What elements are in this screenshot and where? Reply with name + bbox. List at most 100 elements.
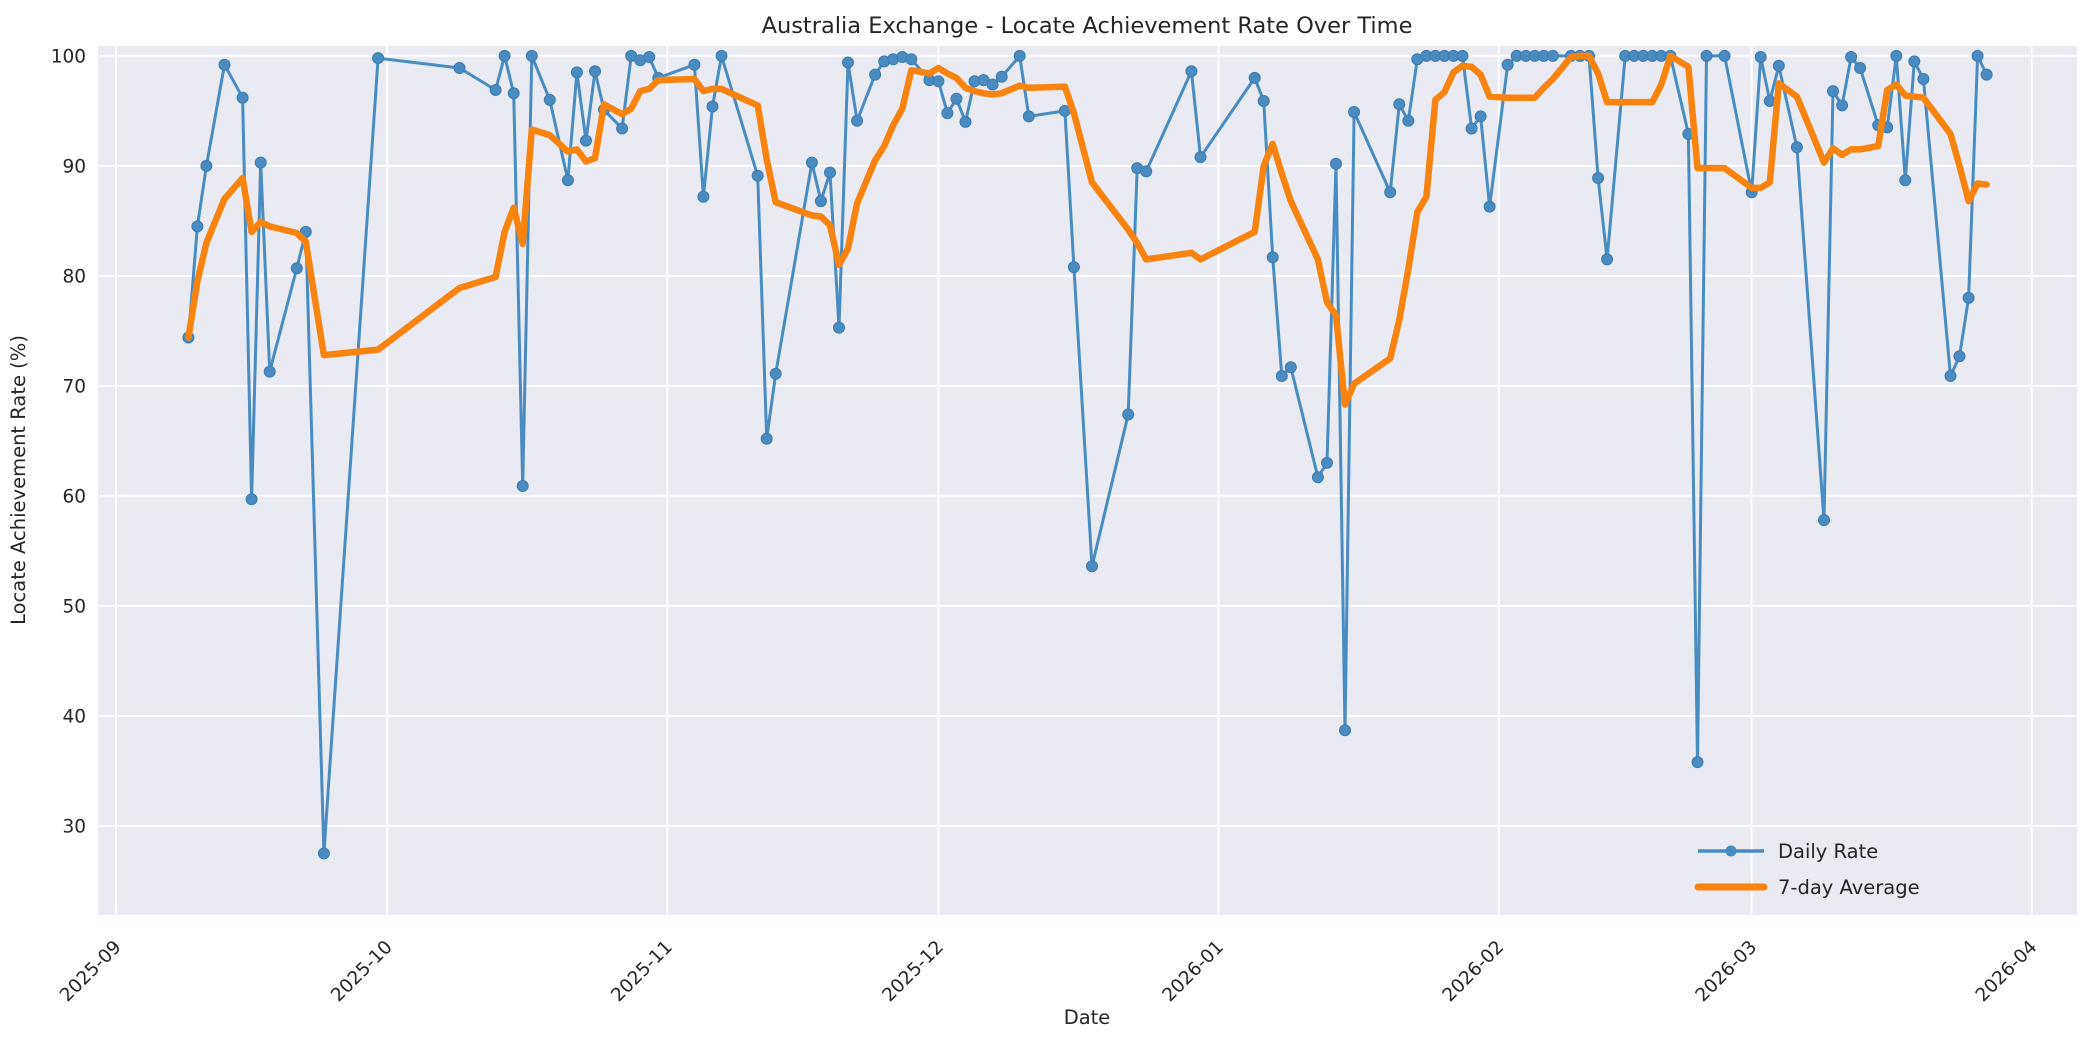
seven-day-average-series bbox=[185, 52, 1990, 408]
data-point-marker bbox=[1854, 62, 1867, 74]
data-point-marker bbox=[1944, 370, 1957, 382]
data-point-marker bbox=[643, 51, 656, 63]
data-point-marker bbox=[1908, 55, 1921, 68]
legend: Daily Rate 7-day Average bbox=[1694, 840, 1920, 899]
x-tick-label: 2025-10 bbox=[327, 937, 397, 1007]
data-point-marker bbox=[1601, 253, 1614, 266]
y-tick-label: 70 bbox=[62, 376, 86, 397]
data-point-marker bbox=[706, 100, 719, 113]
data-point-marker bbox=[1836, 99, 1849, 112]
data-point-marker bbox=[1022, 110, 1035, 123]
data-point-marker bbox=[1266, 251, 1279, 264]
data-point-marker bbox=[317, 847, 330, 860]
data-point-marker bbox=[1899, 174, 1912, 187]
data-point-marker bbox=[498, 49, 511, 62]
y-tick-label: 100 bbox=[51, 46, 86, 67]
daily-rate-legend-marker bbox=[1725, 845, 1737, 857]
data-point-marker bbox=[1483, 200, 1496, 213]
data-point-marker bbox=[589, 65, 601, 78]
data-point-marker bbox=[1754, 51, 1767, 63]
data-point-marker bbox=[1348, 106, 1361, 118]
data-point-marker bbox=[1971, 49, 1984, 62]
data-point-marker bbox=[236, 91, 249, 104]
x-tick-labels: 2025-09 2025-10 2025-11 2025-12 2026-01 2026-… bbox=[56, 937, 2041, 1007]
x-axis-label: Date bbox=[1064, 1006, 1111, 1029]
data-point-marker bbox=[805, 156, 818, 169]
y-tick-label: 80 bbox=[62, 266, 86, 287]
data-point-marker bbox=[1790, 141, 1803, 154]
data-point-marker bbox=[1140, 165, 1153, 178]
data-point-marker bbox=[995, 70, 1008, 83]
data-point-marker bbox=[950, 92, 963, 105]
data-point-marker bbox=[1827, 85, 1839, 98]
data-point-marker bbox=[851, 114, 864, 127]
data-point-marker bbox=[1393, 98, 1406, 111]
data-point-marker bbox=[1818, 514, 1830, 527]
data-point-marker bbox=[751, 169, 764, 182]
y-tick-label: 50 bbox=[62, 596, 86, 617]
x-tick-label: 2026-02 bbox=[1439, 937, 1509, 1007]
y-tick-label: 90 bbox=[62, 156, 86, 177]
x-tick-label: 2025-12 bbox=[878, 937, 948, 1007]
data-point-marker bbox=[941, 107, 954, 120]
data-point-marker bbox=[1691, 756, 1704, 769]
daily-rate-series bbox=[182, 49, 1993, 860]
x-tick-label: 2026-01 bbox=[1159, 937, 1229, 1007]
data-point-marker bbox=[1953, 350, 1966, 363]
data-point-marker bbox=[543, 93, 556, 106]
x-tick-label: 2025-11 bbox=[607, 937, 677, 1007]
data-point-marker bbox=[959, 115, 972, 128]
y-axis-label: Locate Achievement Rate (%) bbox=[7, 335, 30, 625]
data-point-marker bbox=[1330, 157, 1342, 170]
legend-label-7-day-average: 7-day Average bbox=[1778, 876, 1920, 899]
data-point-marker bbox=[769, 367, 782, 380]
data-point-marker bbox=[1700, 49, 1713, 62]
data-point-marker bbox=[616, 122, 629, 135]
data-point-marker bbox=[1339, 724, 1351, 737]
data-point-marker bbox=[254, 156, 267, 169]
y-tick-labels: 30 40 50 60 70 80 90 100 bbox=[51, 46, 86, 837]
data-point-marker bbox=[1474, 110, 1487, 123]
data-point-marker bbox=[200, 159, 213, 172]
x-tick-label: 2026-04 bbox=[1972, 937, 2042, 1007]
data-point-marker bbox=[1067, 261, 1080, 274]
data-point-marker bbox=[1311, 471, 1324, 484]
data-point-marker bbox=[1501, 58, 1514, 71]
data-point-marker bbox=[1321, 456, 1333, 469]
data-point-marker bbox=[263, 365, 276, 378]
seven-day-average-line bbox=[185, 52, 1990, 408]
data-point-marker bbox=[1275, 370, 1288, 382]
x-tick-label: 2026-03 bbox=[1692, 937, 1762, 1007]
data-point-marker bbox=[1013, 49, 1026, 62]
data-point-marker bbox=[1772, 59, 1785, 72]
legend-label-daily-rate: Daily Rate bbox=[1778, 840, 1878, 863]
data-point-marker bbox=[1086, 560, 1098, 573]
daily-rate-line bbox=[186, 54, 1989, 855]
chart-title: Australia Exchange - Locate Achievement … bbox=[762, 13, 1413, 39]
y-tick-label: 40 bbox=[62, 706, 86, 727]
legend-item-7-day-average: 7-day Average bbox=[1694, 876, 1920, 899]
data-point-marker bbox=[1248, 71, 1261, 84]
data-point-marker bbox=[561, 174, 574, 187]
data-point-marker bbox=[1257, 95, 1270, 107]
data-point-marker bbox=[715, 49, 728, 62]
data-point-marker bbox=[516, 480, 529, 492]
data-point-marker bbox=[1456, 49, 1469, 62]
data-point-marker bbox=[1284, 361, 1297, 374]
data-point-marker bbox=[1185, 65, 1198, 78]
data-point-marker bbox=[453, 62, 466, 74]
data-point-marker bbox=[986, 78, 999, 91]
data-point-marker bbox=[218, 58, 231, 71]
data-point-marker bbox=[1402, 114, 1415, 127]
data-point-marker bbox=[489, 84, 502, 96]
data-point-marker bbox=[1890, 49, 1903, 62]
data-point-marker bbox=[932, 75, 945, 88]
data-point-marker bbox=[869, 68, 882, 81]
x-tick-label: 2025-09 bbox=[56, 937, 126, 1007]
data-point-marker bbox=[905, 53, 918, 66]
data-point-marker bbox=[1845, 51, 1858, 63]
data-point-marker bbox=[1962, 291, 1975, 304]
data-point-marker bbox=[1917, 73, 1930, 85]
